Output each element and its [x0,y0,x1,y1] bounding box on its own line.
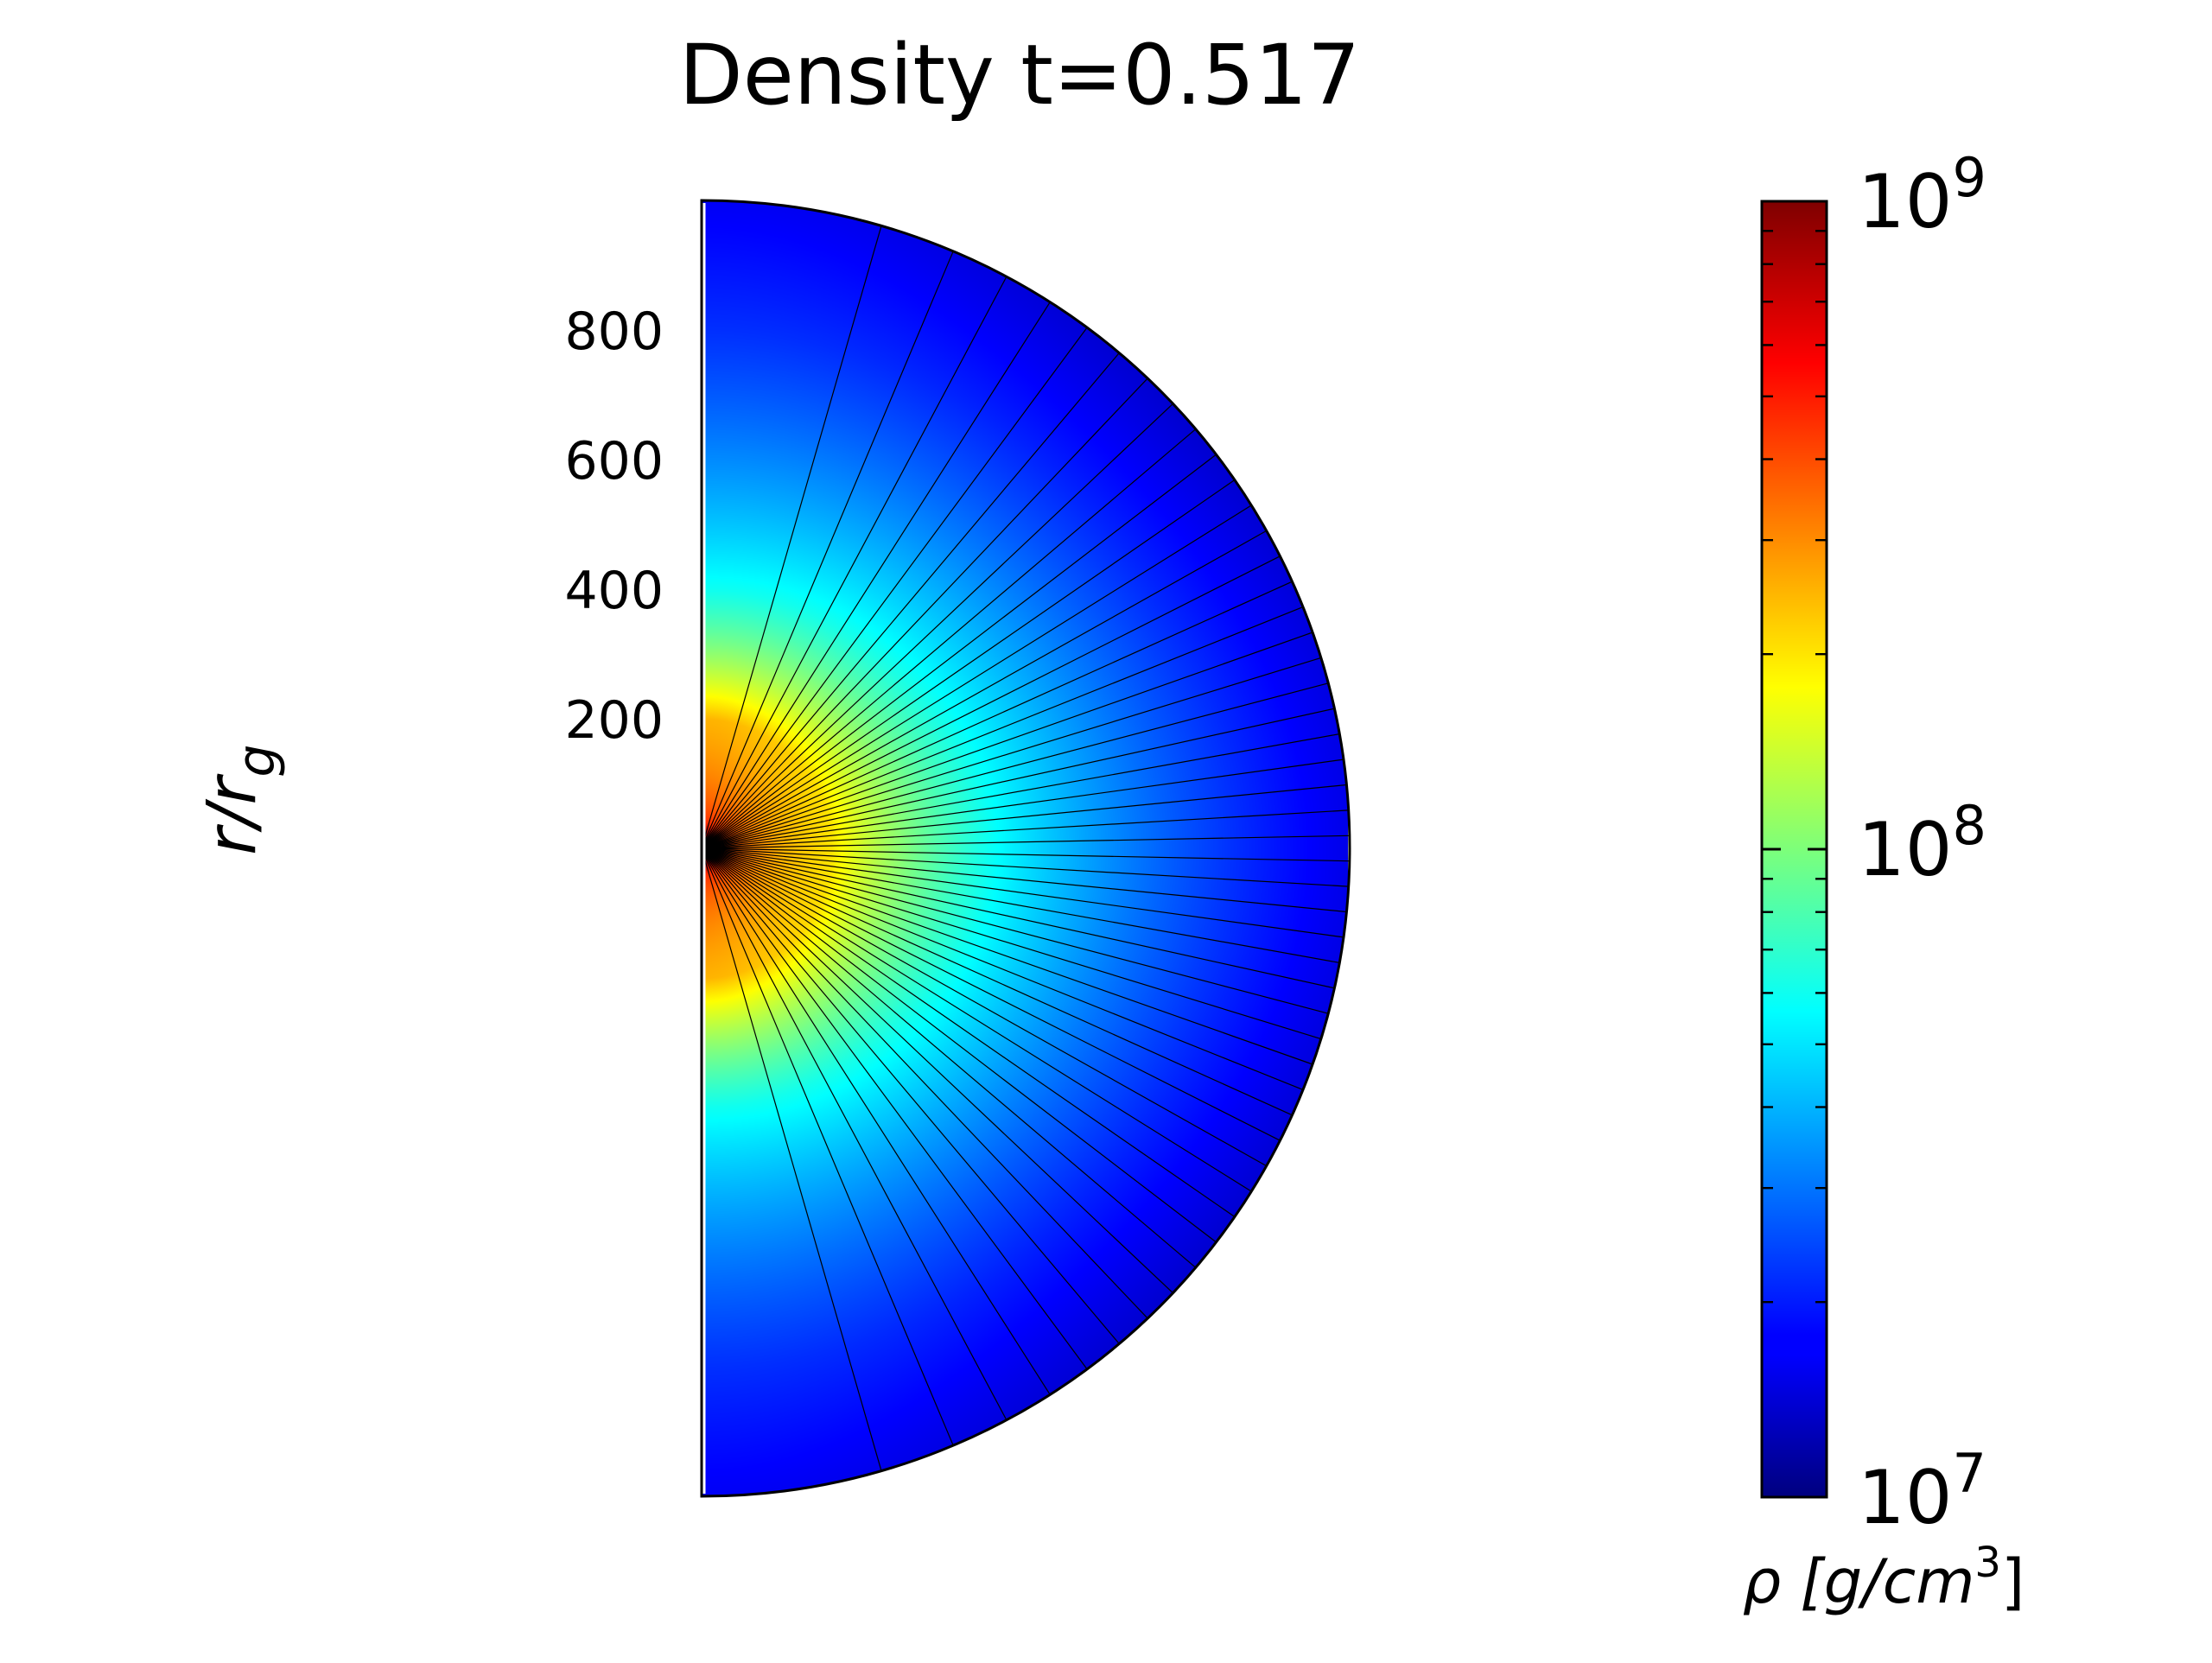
chart-title: Density t=0.517 [679,27,1360,124]
radial-grid-line [701,847,1088,1370]
colorbar-tick-label: 109 [1858,146,1986,245]
radial-grid-line [701,682,1329,849]
radial-grid-line [701,847,1344,938]
r-tick-label: 200 [564,690,664,751]
colorbar-tick-exp: 8 [1952,794,1986,857]
colorbar-tick-base: 10 [1858,1455,1952,1541]
r-tick-label: 800 [564,301,664,362]
radial-grid-line [701,847,882,1471]
radial-grid-line [701,847,1304,1090]
radial-grid-line [701,759,1344,849]
radial-grid-line [701,847,1347,913]
radial-grid-line [701,835,1350,849]
radial-grid-line [701,657,1321,849]
radial-grid-line [701,581,1293,849]
radial-grid-line [701,428,1197,849]
radial-grid-line [701,847,1267,1167]
colorbar-tick-exp: 9 [1952,146,1986,209]
colorbar-tick-label: 108 [1858,794,1986,893]
y-axis-label: r/rg [194,744,287,855]
colorbar-tick-exp: 7 [1952,1442,1986,1505]
y-axis-label-main: r/r [194,773,271,855]
radial-grid-line [701,847,1197,1268]
radial-grid-line [701,847,1217,1243]
radial-grid-line [701,301,1051,849]
r-tick-labels: 200 400 600 800 [564,301,664,751]
radial-grid-line [701,847,1007,1421]
radial-grid-line [701,606,1304,849]
colorbar-label-exp: 3 [1974,1539,2001,1587]
radial-grid-line [701,784,1347,849]
radial-grid-line [701,733,1340,849]
radial-grid-line [701,530,1267,849]
radial-grid-line [701,327,1088,849]
radial-grid-line [701,809,1349,849]
radial-grid-line [701,847,1349,887]
domain-outline [700,199,1351,1498]
radial-grid-line [701,847,1120,1344]
r-tick-label: 600 [564,431,664,492]
density-canvas [691,200,1348,1496]
radial-grid-line [701,847,1329,1014]
radial-grid-line [701,847,1148,1319]
radial-grid-line [701,251,954,849]
radial-grid-line [701,847,1281,1141]
colorbar-label-main: ρ [g/cm [1743,1546,1975,1617]
colorbar-label: ρ [g/cm3] [1743,1539,2025,1617]
radial-grid-line [701,847,1252,1192]
colorbar-tick-base: 10 [1858,807,1952,893]
colorbar-tick-label: 107 [1858,1442,1986,1541]
radial-grid-line [701,847,1173,1294]
radial-grid-line [701,505,1252,849]
radial-grid-line [701,847,1313,1065]
radial-grid-line [701,632,1313,849]
radial-grid [701,225,1350,1471]
radial-grid-line [701,847,1293,1116]
r-tick-label: 400 [564,561,664,621]
radial-grid-line [701,847,1350,862]
radial-grid-line [701,847,1236,1217]
y-axis-label-sub: g [226,744,287,777]
radial-grid-line [701,847,1321,1040]
radial-grid-line [701,403,1173,849]
radial-grid-line [701,454,1217,849]
radial-grid-line [701,847,1340,963]
density-field [691,200,1348,1496]
radial-grid-line [701,708,1335,849]
radial-grid-line [701,276,1007,849]
radial-grid-line [701,225,882,849]
radial-grid-line [701,555,1281,849]
radial-grid-line [701,378,1148,849]
radial-grid-line [701,479,1236,849]
radial-grid-line [701,847,1051,1395]
colorbar-label-close: ] [2001,1546,2024,1617]
radial-grid-line [701,352,1120,849]
colorbar-ticks [1762,200,1827,1499]
radial-grid-line [701,847,1335,989]
colorbar-tick-base: 10 [1858,159,1952,245]
radial-grid-line [701,847,954,1446]
